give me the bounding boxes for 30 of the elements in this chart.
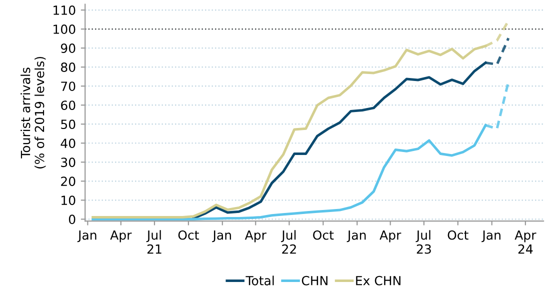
x-tick-label: Jan	[212, 230, 231, 242]
x-tick-label: Apr	[380, 230, 402, 242]
x-tick-label: Jul 22	[281, 230, 296, 254]
x-tick-label: Jul 23	[416, 230, 431, 254]
y-tick-label: 20	[61, 176, 76, 186]
y-tick-label: 10	[62, 196, 76, 206]
y-tick-label: 90	[60, 44, 76, 53]
x-tick-label: Jan	[346, 230, 366, 242]
y-tick-label: 100	[54, 24, 76, 34]
y-tick-label: 30	[61, 158, 76, 168]
x-tick-label: Apr 24	[514, 230, 536, 254]
x-tick-label: Apr	[244, 230, 266, 242]
y-tick-label: 70	[61, 82, 76, 92]
legend-label: Ex CHN	[356, 276, 400, 286]
x-tick-label: Apr	[110, 230, 132, 242]
x-tick-label: Oct	[178, 230, 199, 240]
y-tick-label: 110	[54, 6, 76, 15]
x-tick-label: Oct	[448, 230, 468, 240]
y-tick-label: 50	[61, 120, 76, 130]
legend-label: CHN	[302, 276, 328, 286]
x-tick-label: Jan	[77, 230, 96, 242]
y-tick-label: 80	[61, 62, 76, 72]
y-axis-title: Tourist arrivals (% of 2019 levels)	[20, 56, 46, 168]
x-tick-label: Jan	[482, 230, 500, 242]
y-tick-label: 60	[61, 100, 76, 110]
x-tick-label: Oct	[313, 230, 334, 240]
y-tick-label: 40	[60, 138, 76, 148]
legend-label: Total	[246, 276, 274, 286]
y-tick-label: 0	[68, 214, 76, 224]
x-tick-label: Jul 21	[146, 230, 162, 254]
